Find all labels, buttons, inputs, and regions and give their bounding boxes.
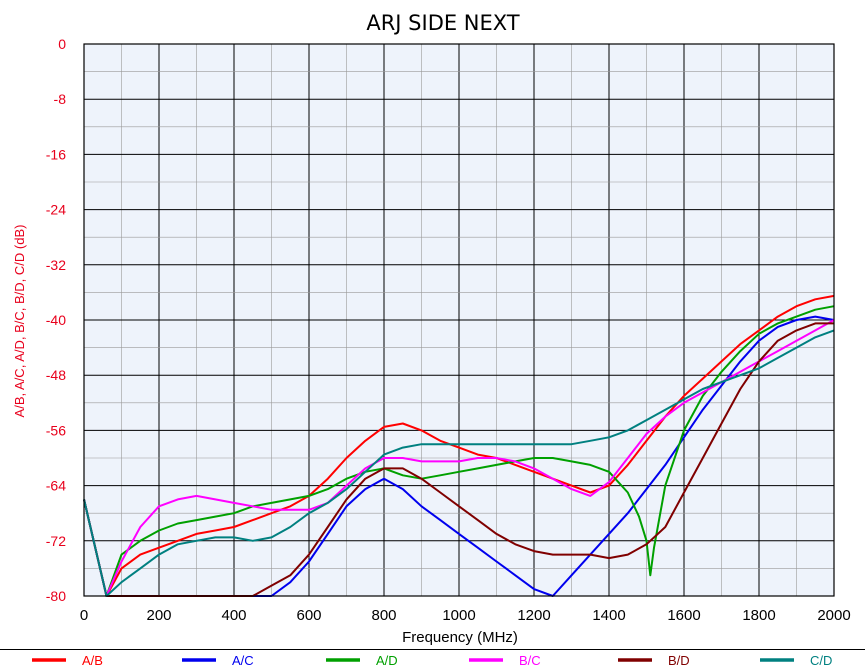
legend-label: A/C [232,653,254,668]
x-tick-label: 200 [146,607,171,624]
series-layer [83,294,835,597]
legend-label: B/C [519,653,541,668]
plot-frame [83,43,835,597]
x-tick-label: 800 [371,607,396,624]
y-tick-label: -32 [46,257,66,273]
y-tick-label: -40 [46,312,66,328]
x-tick-label: 1400 [592,607,625,624]
x-tick-label: 1200 [517,607,550,624]
legend: A/B A/C A/D B/C B/D C/D [32,653,832,668]
x-tick-label: 1800 [742,607,775,624]
y-tick-label: 0 [58,36,66,52]
y-tick-label: -48 [46,367,66,383]
y-axis-label: A/B, A/C, A/D, B/C, B/D, C/D (dB) [12,225,27,418]
x-tick-label: 1000 [442,607,475,624]
y-tick-label: -72 [46,533,66,549]
x-axis-ticks: 0 200 400 600 800 1000 1200 1400 1600 1800 2000 [80,607,851,624]
x-axis-label: Frequency (MHz) [402,629,518,646]
legend-label: A/B [82,653,103,668]
y-tick-label: -64 [46,478,66,494]
x-tick-label: 400 [221,607,246,624]
x-tick-label: 600 [296,607,321,624]
legend-label: B/D [668,653,690,668]
legend-label: A/D [376,653,398,668]
chart-title: ARJ SIDE NEXT [366,11,519,35]
y-tick-label: -8 [54,91,67,107]
series-line-a-b [83,294,835,597]
x-tick-label: 1600 [667,607,700,624]
y-tick-label: -56 [46,422,66,438]
legend-label: C/D [810,653,832,668]
series-line-a-d [83,305,835,597]
y-axis-ticks: 0 -8 -16 -24 -32 -40 -48 -56 -64 -72 -80 [46,36,66,604]
y-tick-label: -16 [46,146,66,162]
x-tick-label: 0 [80,607,88,624]
y-tick-label: -24 [46,202,66,218]
x-tick-label: 2000 [817,607,850,624]
series-line-b-c [83,319,835,597]
series-line-c-d [83,329,835,597]
grid [83,43,835,597]
y-tick-label: -80 [46,588,66,604]
